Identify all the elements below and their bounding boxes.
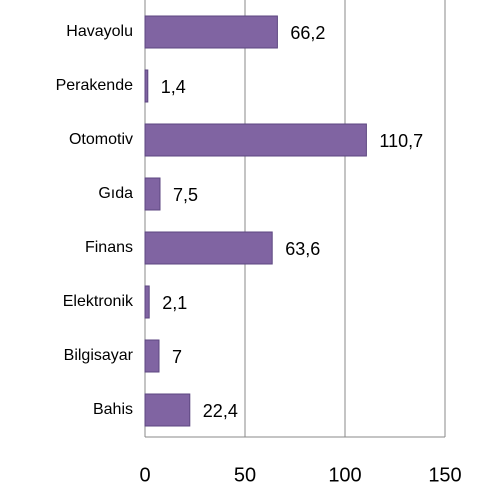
data-label: 110,7 bbox=[379, 131, 423, 151]
y-tick-label: Otomotiv bbox=[69, 131, 133, 148]
y-tick-label: Elektronik bbox=[63, 293, 134, 310]
bar bbox=[144, 177, 161, 211]
x-tick-label: 100 bbox=[328, 464, 361, 486]
data-label: 2,1 bbox=[162, 293, 187, 313]
y-tick-label: Bahis bbox=[93, 401, 133, 418]
bar bbox=[144, 393, 191, 427]
bar bbox=[144, 69, 149, 103]
x-tick-label: 0 bbox=[139, 464, 150, 486]
bar bbox=[144, 231, 273, 265]
data-label: 1,4 bbox=[161, 77, 186, 97]
data-label: 66,2 bbox=[290, 23, 325, 43]
bar bbox=[144, 15, 278, 49]
y-tick-label: Perakende bbox=[56, 77, 133, 94]
x-tick-label: 50 bbox=[234, 464, 256, 486]
y-tick-label: Bilgisayar bbox=[64, 347, 134, 364]
y-tick-label: Finans bbox=[85, 239, 133, 256]
y-tick-label: Gıda bbox=[98, 185, 133, 202]
x-tick-label: 150 bbox=[428, 464, 461, 486]
y-tick-label: Havayolu bbox=[66, 23, 133, 40]
bar bbox=[144, 339, 160, 373]
bar bbox=[144, 123, 367, 157]
data-label: 7 bbox=[172, 347, 182, 367]
data-label: 22,4 bbox=[203, 401, 238, 421]
bar bbox=[144, 285, 150, 319]
data-label: 7,5 bbox=[173, 185, 198, 205]
data-label: 63,6 bbox=[285, 239, 320, 259]
